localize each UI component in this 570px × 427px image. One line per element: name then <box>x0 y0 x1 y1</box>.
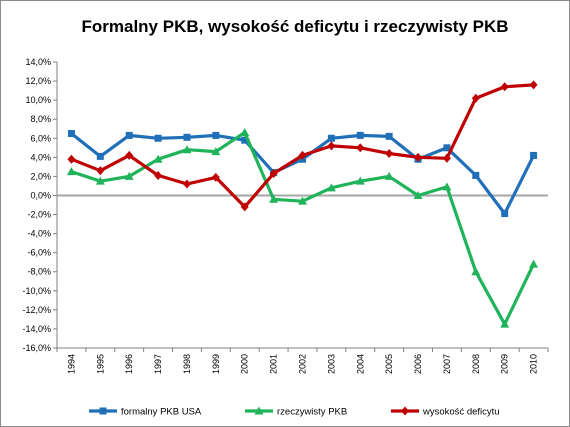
data-point-triangle <box>471 267 481 276</box>
data-point-triangle <box>153 154 163 163</box>
series-2 <box>67 80 538 212</box>
legend-item: formalny PKB USA <box>89 407 202 418</box>
y-tick-label: 0,0% <box>30 190 51 200</box>
y-tick-label: 2,0% <box>30 171 51 181</box>
data-point-square <box>183 133 191 141</box>
data-point-square <box>385 132 393 140</box>
data-point-square <box>99 407 107 415</box>
data-point-triangle <box>500 319 510 328</box>
y-tick-label: 6,0% <box>30 133 51 143</box>
data-point-square <box>472 171 480 179</box>
data-point-triangle <box>384 171 394 180</box>
data-point-diamond <box>67 154 76 164</box>
series-1 <box>66 128 539 328</box>
series-line <box>70 83 534 209</box>
x-tick-label: 2003 <box>326 354 336 374</box>
legend-label: formalny PKB USA <box>121 407 202 418</box>
data-point-square <box>530 151 538 159</box>
data-point-triangle <box>124 171 134 180</box>
data-point-diamond <box>500 82 509 92</box>
x-tick-label: 1997 <box>153 354 163 374</box>
x-tick-label: 1998 <box>182 354 192 374</box>
data-point-square <box>241 136 249 144</box>
x-tick-label: 1996 <box>124 354 134 374</box>
data-point-diamond <box>327 141 336 151</box>
data-point-diamond <box>240 202 249 212</box>
x-tick-label: 2004 <box>355 354 365 374</box>
y-tick-label: -16,0% <box>22 343 51 353</box>
data-point-square <box>67 130 75 137</box>
data-point-triangle <box>413 190 423 199</box>
data-point-diamond <box>356 143 365 153</box>
x-tick-label: 2009 <box>500 354 510 374</box>
data-point-triangle <box>442 182 452 191</box>
data-point-diamond <box>442 153 451 163</box>
y-tick-label: -10,0% <box>22 286 51 296</box>
x-tick-label: 2005 <box>384 354 394 374</box>
x-tick-label: 2008 <box>471 354 481 374</box>
chart-title: Formalny PKB, wysokość deficytu i rzeczy… <box>81 17 508 36</box>
data-point-square <box>501 210 509 218</box>
x-tick-label: 2007 <box>442 354 452 374</box>
data-point-diamond <box>471 93 480 103</box>
y-tick-label: 4,0% <box>30 152 51 162</box>
data-point-square <box>154 134 162 142</box>
data-point-diamond <box>401 406 409 416</box>
data-point-diamond <box>269 169 278 179</box>
y-tick-label: -14,0% <box>22 324 51 334</box>
data-point-square <box>356 131 364 139</box>
x-tick-label: 2001 <box>269 354 279 374</box>
x-tick-label: 2006 <box>413 354 423 374</box>
data-point-square <box>443 144 451 152</box>
data-point-triangle <box>355 176 365 185</box>
y-tick-label: -6,0% <box>27 248 51 258</box>
data-point-triangle <box>254 406 264 415</box>
data-point-diamond <box>125 150 134 160</box>
data-point-triangle <box>182 145 192 154</box>
y-tick-label: -4,0% <box>27 229 51 239</box>
data-point-triangle <box>529 259 539 268</box>
y-tick-label: -12,0% <box>22 305 51 315</box>
legend-label: wysokość deficytu <box>422 407 500 418</box>
y-tick-label: -2,0% <box>27 210 51 220</box>
data-point-square <box>96 152 104 160</box>
legend: formalny PKB USA rzeczywisty PKB wysokość … <box>89 406 500 418</box>
y-tick-label: -8,0% <box>27 267 51 277</box>
series-layer <box>66 80 539 328</box>
data-point-triangle <box>269 194 279 203</box>
data-point-diamond <box>154 170 163 180</box>
data-point-square <box>327 134 335 142</box>
data-point-triangle <box>95 176 105 185</box>
data-point-triangle <box>240 128 250 137</box>
data-point-diamond <box>211 172 220 182</box>
data-point-diamond <box>182 179 191 189</box>
y-tick-label: 12,0% <box>25 76 51 86</box>
x-tick-label: 1999 <box>211 354 221 374</box>
data-point-diamond <box>298 150 307 160</box>
data-point-diamond <box>414 152 423 162</box>
data-point-triangle <box>211 147 221 156</box>
axes: 14,0% 12,0% 10,0% 8,0% 6,0% 4,0% 2,0% 0,0% -2,0%… <box>22 57 549 374</box>
legend-item: rzeczywisty PKB <box>245 406 347 418</box>
x-tick-label: 1995 <box>95 354 105 374</box>
y-tick-label: 10,0% <box>25 95 51 105</box>
x-tick-label: 2010 <box>529 354 539 374</box>
legend-item: wysokość deficytu <box>391 406 500 418</box>
x-tick-label: 1994 <box>66 354 76 374</box>
legend-label: rzeczywisty PKB <box>277 407 347 418</box>
data-point-triangle <box>326 183 336 192</box>
data-point-triangle <box>66 167 76 176</box>
x-tick-label: 2000 <box>240 354 250 374</box>
data-point-diamond <box>385 149 394 159</box>
y-tick-label: 8,0% <box>30 114 51 124</box>
x-tick-label: 2002 <box>298 354 308 374</box>
data-point-square <box>212 131 220 139</box>
data-point-triangle <box>298 196 307 205</box>
y-tick-label: 14,0% <box>25 57 51 67</box>
data-point-diamond <box>529 80 538 90</box>
data-point-square <box>125 131 133 139</box>
data-point-diamond <box>96 166 105 176</box>
